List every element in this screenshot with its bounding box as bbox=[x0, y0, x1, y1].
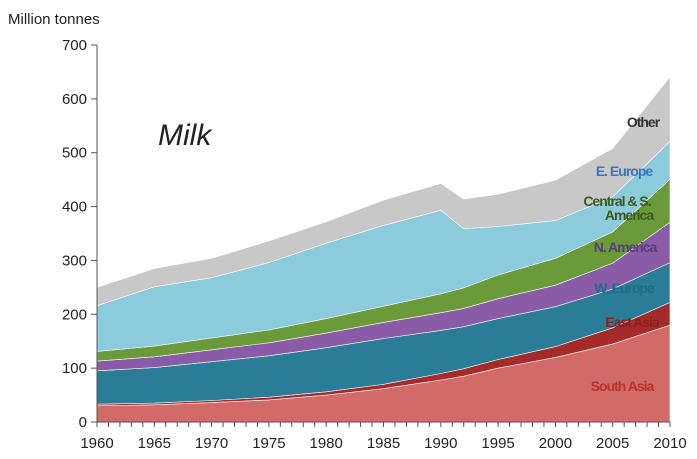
label-south-asia: South Asia bbox=[591, 378, 655, 394]
y-axis: 0 100 200 300 400 500 600 700 bbox=[62, 37, 98, 431]
area-other bbox=[96, 75, 671, 307]
x-tick-label: 2005 bbox=[596, 435, 629, 452]
x-tick-label: 1960 bbox=[80, 435, 113, 452]
chart-title: Milk bbox=[158, 119, 213, 152]
x-tick-label: 1990 bbox=[424, 435, 457, 452]
y-tick-label: 700 bbox=[62, 37, 87, 54]
x-tick-label: 1980 bbox=[310, 435, 343, 452]
x-tick-label: 2010 bbox=[653, 435, 686, 452]
series-areas bbox=[96, 75, 671, 423]
label-e-europe: E. Europe bbox=[596, 163, 654, 179]
x-tick-label: 1970 bbox=[195, 435, 228, 452]
x-tick-label: 1985 bbox=[367, 435, 400, 452]
label-central-s-america: Central & S. America bbox=[583, 193, 654, 223]
y-tick-label: 300 bbox=[62, 252, 87, 269]
label-n-america: N. America bbox=[594, 239, 658, 255]
series-labels: South Asia East Asia W. Europe N. America Ce… bbox=[583, 114, 661, 394]
y-tick-label: 100 bbox=[62, 360, 87, 377]
y-axis-unit-label: Million tonnes bbox=[8, 11, 100, 28]
y-tick-label: 600 bbox=[62, 91, 87, 108]
x-axis: 1960 1965 1970 1975 1980 1985 1990 1995 2000 2005… bbox=[80, 421, 687, 452]
y-tick-label: 0 bbox=[79, 414, 87, 431]
x-tick-label: 2000 bbox=[539, 435, 572, 452]
x-tick-label: 1975 bbox=[252, 435, 285, 452]
y-tick-label: 200 bbox=[62, 306, 87, 323]
label-w-europe: W. Europe bbox=[594, 280, 655, 296]
y-tick-label: 500 bbox=[62, 145, 87, 162]
label-east-asia: East Asia bbox=[605, 314, 660, 330]
y-tick-label: 400 bbox=[62, 199, 87, 216]
label-other: Other bbox=[627, 114, 661, 130]
x-tick-label: 1965 bbox=[138, 435, 171, 452]
x-tick-label: 1995 bbox=[481, 435, 514, 452]
